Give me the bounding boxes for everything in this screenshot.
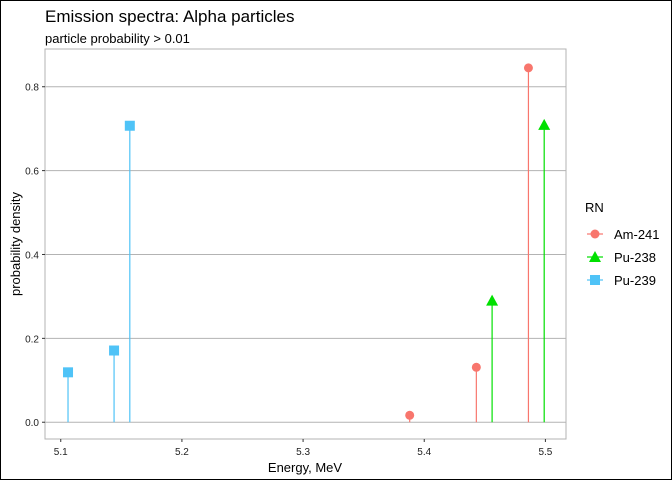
legend-key-circle (590, 229, 600, 239)
legend-label: Am-241 (614, 227, 660, 242)
legend-label: Pu-239 (614, 273, 656, 288)
point-pu-238 (538, 118, 551, 130)
legend-key-triangle (589, 251, 601, 262)
point-am-241 (471, 362, 481, 372)
x-tick-label: 5.4 (417, 447, 431, 458)
x-tick-label: 5.1 (54, 447, 68, 458)
y-tick-label: 0.2 (25, 334, 39, 345)
point-pu-238 (486, 294, 499, 306)
y-tick-label: 0.4 (25, 250, 39, 261)
chart-subtitle: particle probability > 0.01 (45, 31, 190, 46)
point-am-241 (523, 63, 533, 73)
point-pu-239 (63, 367, 74, 378)
x-tick-label: 5.3 (296, 447, 310, 458)
y-tick-label: 0.8 (25, 83, 39, 94)
x-axis-label: Energy, MeV (268, 460, 343, 475)
point-pu-239 (109, 345, 120, 356)
point-am-241 (405, 410, 415, 420)
y-axis-label: probability density (8, 191, 23, 296)
plot-panel (44, 48, 567, 440)
x-tick-label: 5.5 (538, 447, 552, 458)
x-tick-label: 5.2 (175, 447, 189, 458)
legend-label: Pu-238 (614, 250, 656, 265)
chart-title: Emission spectra: Alpha particles (45, 7, 294, 26)
legend-key-square (590, 275, 600, 285)
point-pu-239 (124, 120, 135, 131)
y-tick-label: 0.0 (25, 418, 39, 429)
legend-title: RN (585, 200, 604, 215)
y-tick-label: 0.6 (25, 167, 39, 178)
